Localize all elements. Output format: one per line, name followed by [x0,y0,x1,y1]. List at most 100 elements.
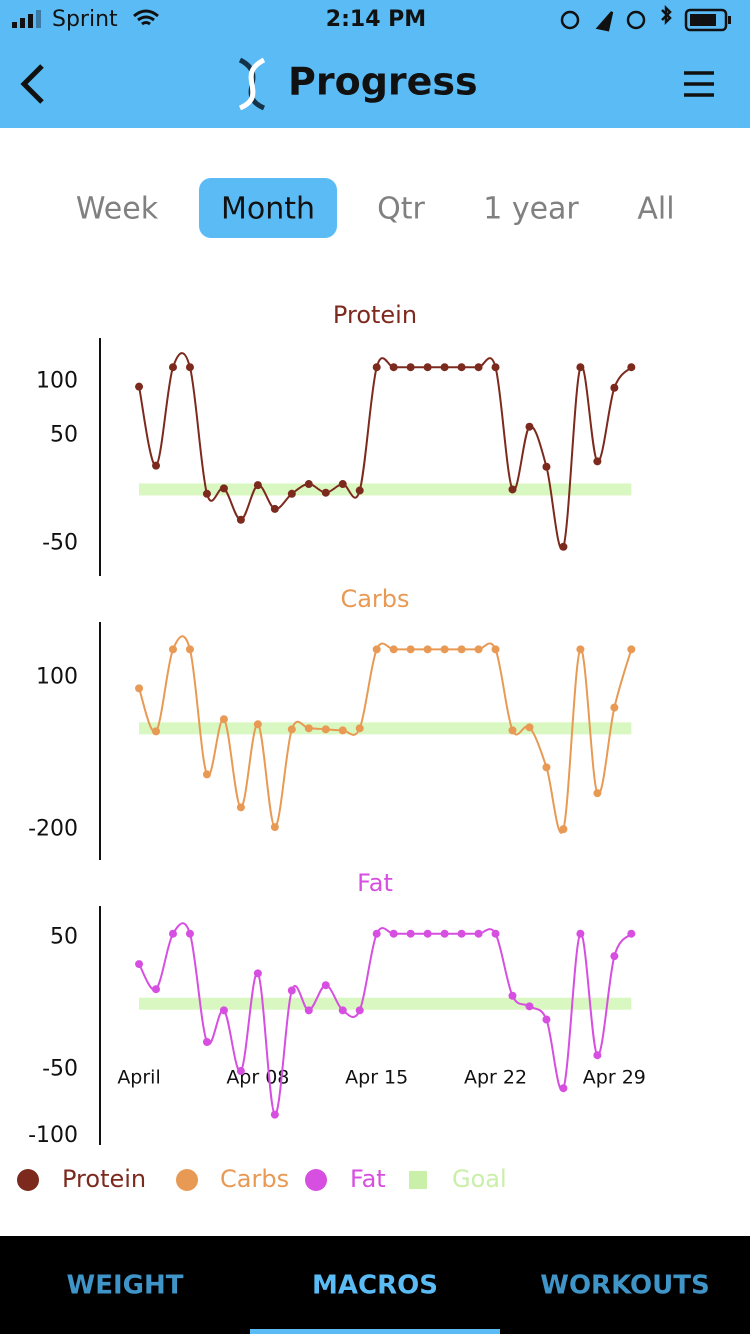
chart-title: Protein [333,301,417,329]
x-tick-label: April [117,1067,160,1089]
point [135,382,144,391]
goal-band [139,483,632,496]
point [321,981,330,990]
point [593,1051,602,1060]
point [304,1006,313,1015]
point [474,645,483,654]
nav-title: Progress [288,60,478,104]
point [372,929,381,938]
point [168,645,177,654]
signal [12,10,41,28]
menu-button[interactable] [684,71,714,97]
back-button[interactable] [20,64,44,104]
point [236,515,245,524]
tab[interactable]: All [637,192,674,227]
legend-label: Carbs [220,1165,289,1193]
point [338,480,347,489]
point [542,462,551,471]
header-bg [0,0,750,128]
point [474,929,483,938]
point [372,363,381,372]
legend-marker [409,1171,427,1189]
line [138,635,633,834]
dna-icon [238,57,266,111]
point [135,684,144,693]
point [355,486,364,495]
legend-marker [305,1169,327,1191]
point [219,715,228,724]
point [253,720,262,729]
point [270,504,279,513]
point [423,363,432,372]
point [355,724,364,733]
point [508,726,517,735]
tab[interactable]: Qtr [377,192,425,227]
point [219,1006,228,1015]
y-tick-label: -100 [28,1123,78,1148]
y-tick-label: -50 [42,531,78,556]
point [406,363,415,372]
point [406,645,415,654]
tab[interactable]: 1 year [483,192,579,227]
point [508,485,517,494]
point [576,645,585,654]
point [525,1002,534,1011]
point [253,481,262,490]
point [559,825,568,834]
point [593,789,602,798]
point [491,645,500,654]
bottom-tab[interactable]: MACROS [312,1271,438,1301]
point [304,724,313,733]
point [440,929,449,938]
point [440,363,449,372]
carrier: Sprint [52,7,118,32]
legend-label: Protein [62,1165,146,1193]
line [138,352,633,551]
tab[interactable]: Week [76,192,159,227]
clock: 2:14 PM [326,7,426,32]
point [338,726,347,735]
bottom-tab[interactable]: WORKOUTS [540,1271,709,1301]
point [202,489,211,498]
y-tick-label: -50 [42,1057,78,1082]
point [304,480,313,489]
tab[interactable]: Month [221,192,315,227]
point [525,422,534,431]
point [270,823,279,832]
point [542,763,551,772]
point [474,363,483,372]
point [457,645,466,654]
point [168,929,177,938]
tab-active-bg [199,178,337,238]
point [202,770,211,779]
point [389,929,398,938]
point [321,488,330,497]
point [559,542,568,551]
chart-title: Fat [357,869,393,897]
wifi-icon [133,9,159,26]
point [559,1084,568,1093]
point [627,363,636,372]
point [236,803,245,812]
chart-title: Carbs [340,585,409,613]
point [610,703,619,712]
point [135,960,144,969]
point [185,929,194,938]
legend-label: Goal [452,1165,507,1193]
x-tick-label: Apr 22 [464,1067,527,1089]
x-tick-label: Apr 15 [345,1067,408,1089]
legend-label: Fat [350,1165,386,1193]
y-tick-label: -200 [28,817,78,842]
point [576,363,585,372]
point [389,363,398,372]
bottom-nav-bg [0,1236,750,1334]
bottom-tab[interactable]: WEIGHT [67,1271,184,1301]
point [491,363,500,372]
goal-band [139,722,632,735]
point [423,645,432,654]
point [287,986,296,995]
point [270,1110,279,1119]
point [593,457,602,466]
point [168,363,177,372]
x-tick-label: Apr 29 [583,1067,646,1089]
